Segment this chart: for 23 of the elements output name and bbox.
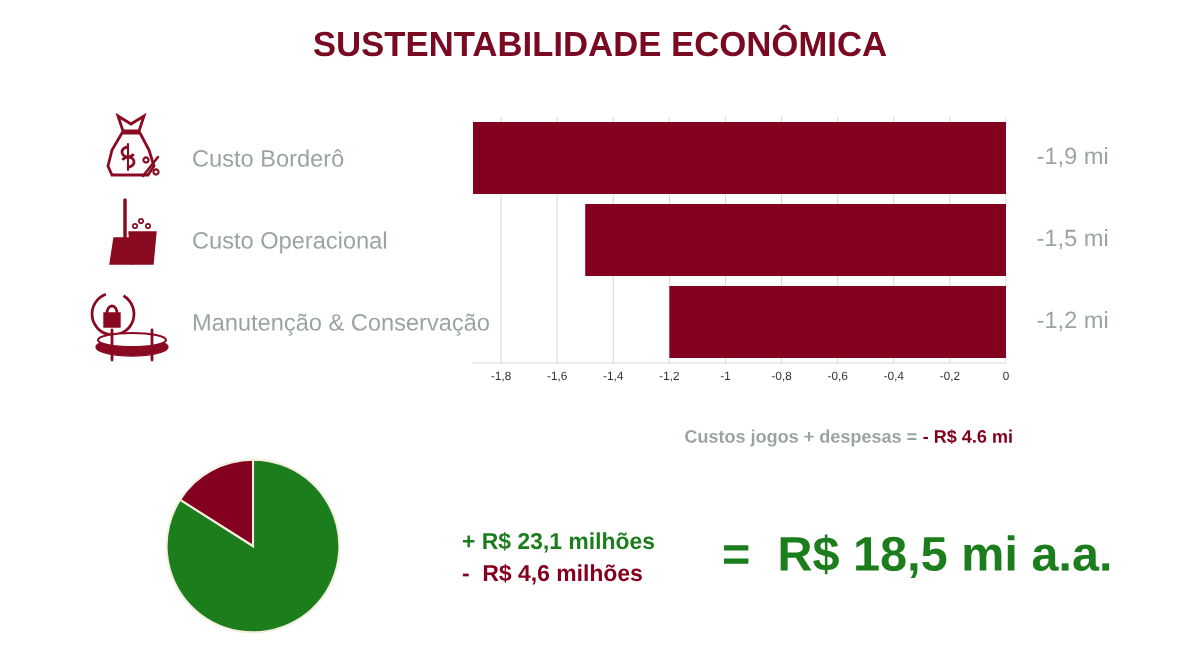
text: Custos jogos + despesas = [685,429,917,447]
x-tick-label: -0,4 [884,371,904,382]
text: = R$ 18,5 mi a.a. [724,534,1110,579]
data-label: -1,9 mi [1037,147,1108,168]
data-label: -1,2 mi [1037,311,1108,332]
y-tick-label: Manutenção & Conservação [193,313,489,336]
x-tick-label: -0,8 [771,371,792,382]
y-tick-label: Custo Operacional [193,231,386,254]
x-tick-label: -0,6 [828,371,848,382]
chart-title: SUSTENTABILIDADE ECONÔMICA [313,24,887,57]
text: + R$ 23,1 milhões [462,531,655,553]
x-tick-label: -1,6 [547,371,567,382]
x-tick-label: -1,2 [659,371,679,382]
x-tick-label: 0 [1003,371,1009,380]
y-tick-label: Custo Borderô [193,149,344,167]
x-tick-label: -1 [720,371,731,380]
pie-slice [165,458,341,634]
text: - R$ 4.6 mi [923,429,1012,445]
text: - R$ 4,6 milhões [462,563,642,585]
x-tick-label: -1,8 [491,371,511,382]
data-label: -1,5 mi [1037,229,1108,250]
x-tick-label: -1,4 [603,371,624,382]
x-tick-label: -0,2 [940,371,960,382]
